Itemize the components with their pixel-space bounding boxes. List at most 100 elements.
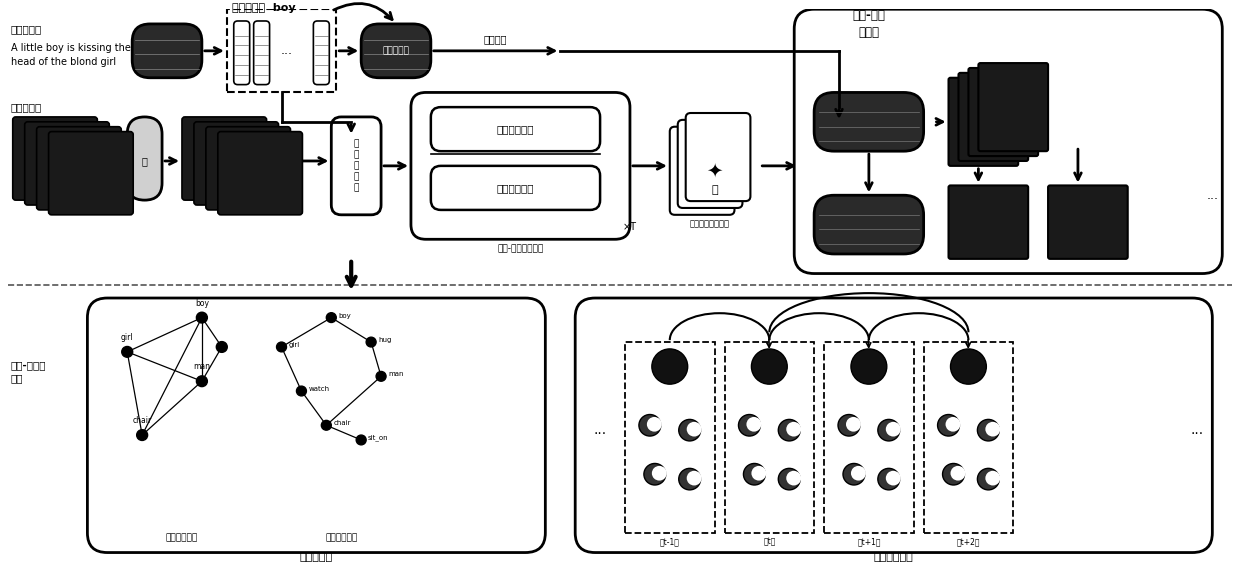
FancyBboxPatch shape	[978, 63, 1048, 151]
FancyBboxPatch shape	[233, 21, 249, 84]
Text: ...: ...	[1207, 189, 1219, 202]
Circle shape	[356, 435, 366, 445]
Text: man: man	[388, 372, 403, 377]
Text: chair: chair	[133, 416, 151, 425]
FancyBboxPatch shape	[670, 127, 734, 215]
FancyBboxPatch shape	[1048, 185, 1127, 259]
Text: 时
序
态
融
合: 时 序 态 融 合	[353, 139, 358, 193]
Circle shape	[196, 312, 207, 323]
Text: 输入语句：: 输入语句：	[11, 24, 42, 34]
Circle shape	[951, 466, 966, 481]
Circle shape	[885, 422, 900, 437]
FancyBboxPatch shape	[133, 24, 202, 78]
FancyBboxPatch shape	[12, 117, 98, 200]
Text: 第t+2帧: 第t+2帧	[957, 538, 980, 547]
Text: 时间图卷积层: 时间图卷积层	[497, 183, 534, 193]
FancyBboxPatch shape	[87, 298, 546, 552]
Circle shape	[843, 463, 864, 485]
Circle shape	[277, 342, 286, 352]
Circle shape	[744, 463, 765, 485]
FancyBboxPatch shape	[128, 117, 162, 200]
FancyBboxPatch shape	[678, 120, 743, 208]
Circle shape	[739, 414, 760, 436]
Text: ...: ...	[280, 44, 293, 58]
Circle shape	[846, 417, 861, 431]
Circle shape	[652, 349, 688, 384]
Circle shape	[366, 337, 376, 347]
Text: sit_on: sit_on	[368, 435, 389, 441]
Circle shape	[942, 463, 965, 485]
Circle shape	[937, 414, 960, 436]
Circle shape	[838, 414, 859, 436]
Circle shape	[977, 420, 999, 441]
Text: ✦: ✦	[707, 161, 723, 180]
Text: A little boy is kissing the
head of the blond girl: A little boy is kissing the head of the …	[11, 43, 130, 67]
Text: 输入视频：: 输入视频：	[11, 102, 42, 112]
Circle shape	[644, 463, 666, 485]
Text: 空间-时间图编码器: 空间-时间图编码器	[497, 244, 543, 253]
Text: 空间关系图: 空间关系图	[300, 552, 332, 563]
Circle shape	[779, 469, 800, 490]
Text: 查询表征: 查询表征	[484, 35, 507, 44]
Circle shape	[639, 414, 661, 436]
Text: 🎬: 🎬	[141, 156, 148, 166]
Text: chair: chair	[334, 420, 351, 426]
Circle shape	[678, 420, 701, 441]
Text: 🔷: 🔷	[712, 185, 718, 196]
Circle shape	[746, 417, 761, 431]
Circle shape	[326, 313, 336, 323]
FancyBboxPatch shape	[37, 127, 122, 210]
Circle shape	[977, 469, 999, 490]
Circle shape	[376, 372, 386, 381]
FancyBboxPatch shape	[815, 196, 924, 254]
Text: 特征聚集器: 特征聚集器	[383, 46, 409, 55]
FancyBboxPatch shape	[48, 132, 133, 215]
Circle shape	[751, 349, 787, 384]
Text: girl: girl	[289, 342, 300, 348]
Circle shape	[851, 349, 887, 384]
FancyBboxPatch shape	[254, 21, 269, 84]
Text: ×T: ×T	[622, 222, 637, 233]
FancyBboxPatch shape	[361, 24, 430, 78]
FancyBboxPatch shape	[430, 107, 600, 151]
Circle shape	[136, 430, 148, 441]
FancyBboxPatch shape	[182, 117, 267, 200]
Circle shape	[321, 421, 331, 430]
Circle shape	[786, 422, 801, 437]
FancyBboxPatch shape	[968, 68, 1038, 156]
FancyBboxPatch shape	[331, 117, 381, 215]
FancyBboxPatch shape	[794, 9, 1223, 274]
Circle shape	[196, 376, 207, 386]
FancyBboxPatch shape	[686, 113, 750, 201]
Text: 空间-时间
定位器: 空间-时间 定位器	[852, 9, 885, 39]
Circle shape	[946, 417, 961, 431]
FancyBboxPatch shape	[575, 298, 1213, 552]
Circle shape	[296, 386, 306, 396]
Text: 第t-1帧: 第t-1帧	[660, 538, 680, 547]
Circle shape	[216, 341, 227, 352]
Circle shape	[986, 471, 1001, 486]
Circle shape	[851, 466, 866, 481]
Text: 关系敏感区域特征: 关系敏感区域特征	[689, 219, 729, 229]
Circle shape	[878, 420, 900, 441]
FancyBboxPatch shape	[959, 73, 1028, 161]
Circle shape	[122, 347, 133, 357]
Text: girl: girl	[122, 333, 134, 342]
Text: 空间-时间图
构建: 空间-时间图 构建	[11, 360, 46, 383]
Circle shape	[678, 469, 701, 490]
Circle shape	[951, 349, 986, 384]
Circle shape	[652, 466, 667, 481]
FancyBboxPatch shape	[815, 92, 924, 151]
FancyBboxPatch shape	[949, 185, 1028, 259]
Text: 时间动态性图: 时间动态性图	[874, 552, 914, 563]
Text: 查询对象：  boy: 查询对象： boy	[232, 3, 295, 13]
Circle shape	[986, 422, 1001, 437]
Text: 第t+1帧: 第t+1帧	[857, 538, 880, 547]
Text: 第t帧: 第t帧	[763, 538, 775, 547]
Text: ...: ...	[594, 423, 606, 437]
Text: boy: boy	[195, 299, 208, 308]
Circle shape	[878, 469, 900, 490]
Circle shape	[647, 417, 662, 431]
Text: watch: watch	[309, 386, 330, 392]
Circle shape	[687, 422, 702, 437]
